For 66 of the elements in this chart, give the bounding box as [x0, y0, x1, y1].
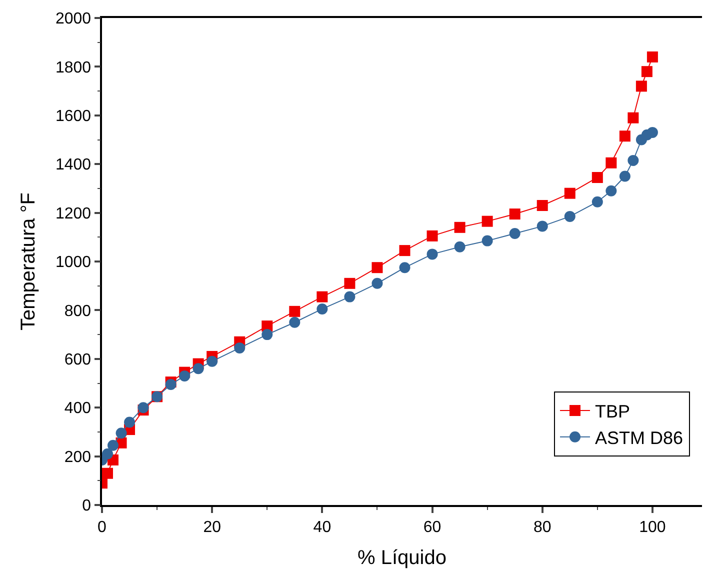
point	[536, 200, 548, 211]
point	[426, 248, 438, 260]
y-tick-label: 1800	[55, 59, 92, 76]
point	[619, 170, 630, 182]
point	[482, 216, 493, 227]
y-tick-label: 1400	[55, 156, 92, 174]
y-tick-label: 1000	[55, 254, 92, 272]
point	[606, 185, 617, 196]
point	[592, 196, 603, 208]
point	[628, 112, 639, 124]
point	[289, 316, 300, 328]
point	[108, 440, 119, 451]
point	[344, 278, 356, 289]
point	[344, 291, 356, 302]
point	[509, 208, 520, 220]
point	[102, 448, 113, 460]
x-tick-label: 20	[203, 518, 222, 536]
point	[116, 428, 127, 439]
x-tick-label: 0	[98, 518, 107, 536]
y-axis-title: Temperatura °F	[17, 192, 40, 331]
point	[628, 154, 639, 166]
y-tick-label: 1600	[55, 108, 92, 125]
point	[454, 222, 466, 233]
point	[564, 210, 576, 222]
y-tick-label: 2000	[55, 10, 92, 28]
point	[206, 356, 218, 367]
point	[316, 291, 328, 302]
point	[426, 230, 438, 242]
y-tick-label: 0	[82, 498, 92, 515]
point	[619, 130, 630, 142]
point	[262, 329, 273, 340]
point	[454, 241, 466, 252]
point	[482, 235, 493, 246]
point	[179, 370, 190, 382]
point	[606, 157, 617, 168]
y-tick-label: 200	[64, 448, 92, 466]
x-tick-label: 40	[313, 518, 332, 536]
point	[646, 126, 658, 138]
x-tick-label: 80	[533, 518, 552, 536]
x-tick-label: 100	[639, 518, 666, 536]
point	[564, 188, 576, 199]
point	[372, 262, 383, 274]
point	[646, 51, 658, 62]
x-axis-title: % Líquido	[358, 546, 446, 569]
y-tick-label: 400	[64, 400, 92, 418]
point	[641, 66, 652, 78]
x-tick-label: 60	[423, 518, 442, 536]
point	[399, 245, 410, 256]
point	[316, 303, 328, 314]
point	[372, 278, 383, 289]
y-tick-label: 800	[64, 302, 92, 320]
y-tick-label: 600	[64, 352, 92, 368]
point	[234, 342, 246, 354]
point	[138, 402, 149, 414]
legend-label: ASTM D86	[595, 428, 684, 448]
point	[192, 363, 204, 374]
point	[509, 228, 520, 239]
point	[124, 416, 136, 428]
point	[399, 262, 410, 274]
legend-label: TBP	[595, 402, 630, 422]
point	[636, 80, 647, 92]
point	[592, 172, 603, 183]
point	[536, 220, 548, 232]
y-tick-label: 1200	[55, 205, 92, 222]
point	[102, 468, 113, 479]
point	[289, 306, 300, 317]
